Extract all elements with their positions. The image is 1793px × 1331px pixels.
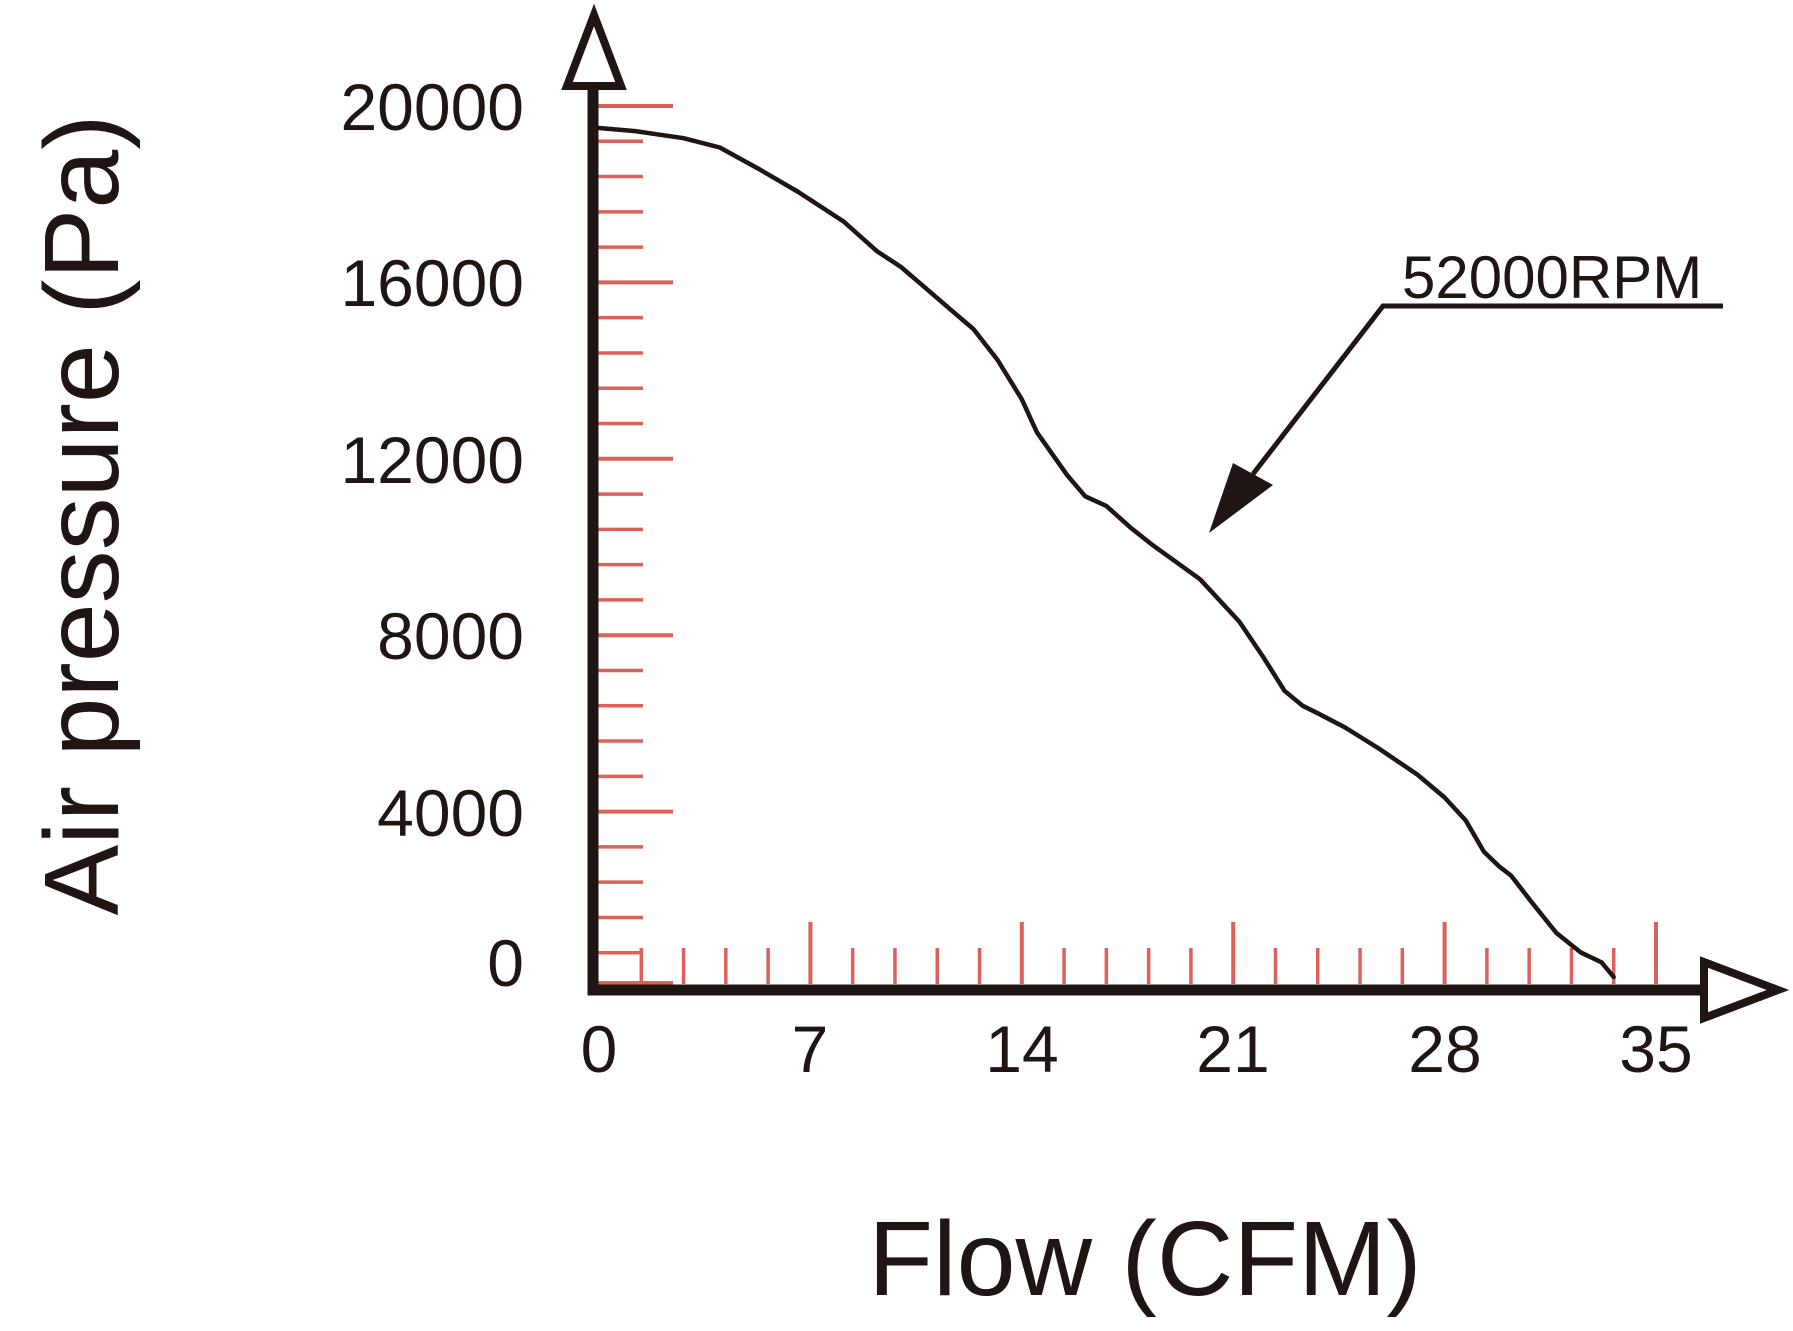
y-tick-label: 16000: [340, 246, 524, 320]
y-tick-label: 8000: [377, 599, 524, 673]
y-tick-label: 0: [487, 926, 524, 1000]
x-tick-label: 14: [985, 1012, 1058, 1086]
x-tick-label: 7: [792, 1012, 829, 1086]
x-tick-label: 0: [581, 1012, 618, 1086]
x-axis-title: Flow (CFM): [868, 1200, 1421, 1318]
x-axis-tick-labels: 0 7 14 21 28 35: [581, 1012, 1693, 1086]
annotation-label: 52000RPM: [1402, 244, 1702, 311]
y-tick-label: 12000: [340, 423, 524, 497]
annotation-arrowhead-icon: [1209, 463, 1273, 533]
x-axis-arrowhead-icon: [1700, 956, 1790, 1024]
x-tick-label: 21: [1196, 1012, 1269, 1086]
annotation-leader-line: [1251, 303, 1723, 476]
performance-curve: [596, 125, 1616, 980]
x-tick-label: 35: [1619, 1012, 1692, 1086]
x-axis-ticks: [639, 922, 1658, 984]
y-axis-ticks: [597, 104, 673, 985]
y-axis-arrowhead-icon: [561, 3, 627, 90]
x-tick-label: 28: [1408, 1012, 1481, 1086]
y-axis-tick-labels: 20000 16000 12000 8000 4000 0: [340, 70, 524, 1000]
y-axis-title: Air pressure (Pa): [23, 114, 141, 915]
rpm-annotation: 52000RPM: [1209, 244, 1723, 533]
y-tick-label: 4000: [377, 776, 524, 850]
y-tick-label: 20000: [340, 70, 524, 144]
